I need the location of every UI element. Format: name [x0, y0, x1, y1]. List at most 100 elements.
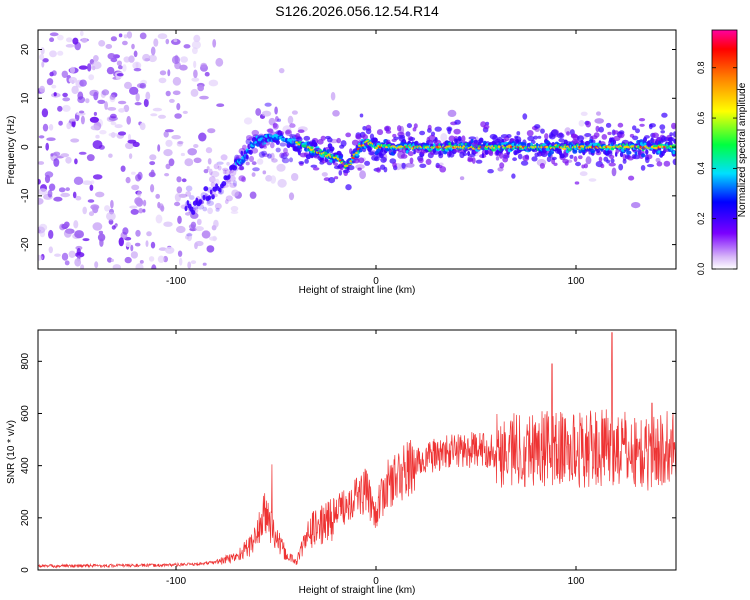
heatmap-ridge-cell	[606, 149, 613, 154]
heatmap-noise-blob	[99, 130, 107, 135]
heatmap-ridge-cell	[246, 135, 253, 141]
heatmap-noise-blob	[135, 198, 144, 207]
heatmap-noise-blob	[69, 118, 77, 122]
heatmap-noise-blob	[139, 82, 147, 89]
heatmap-ridge-cell	[537, 135, 542, 139]
heatmap-ridge-cell	[514, 142, 517, 147]
heatmap-noise-blob	[158, 77, 167, 84]
heatmap-noise-blob	[86, 154, 95, 162]
heatmap-noise-blob	[207, 207, 214, 215]
heatmap-ridge-cell	[334, 176, 339, 180]
heatmap-ridge-cell	[328, 177, 336, 184]
heatmap-noise-blob	[215, 57, 224, 67]
heatmap-noise-blob	[157, 144, 161, 152]
heatmap-noise-blob	[287, 115, 294, 125]
heatmap-noise-blob	[71, 120, 76, 128]
heatmap-ridge-cell	[645, 149, 649, 155]
heatmap-ridge-cell	[283, 147, 288, 154]
figure-title: S126.2026.056.12.54.R14	[275, 3, 439, 19]
heatmap-noise-blob	[65, 156, 72, 164]
heatmap-ridge-cell	[310, 146, 314, 150]
heatmap-noise-blob	[111, 225, 116, 230]
heatmap-ridge-cell	[551, 156, 557, 161]
heatmap-ridge-cell	[638, 118, 646, 122]
heatmap-ridge-cell	[376, 167, 381, 173]
heatmap-noise-blob	[163, 221, 173, 227]
heatmap-noise-blob	[65, 44, 75, 48]
heatmap-ridge-cell	[511, 173, 516, 179]
heatmap-noise-blob	[64, 260, 70, 266]
heatmap-noise-blob	[578, 120, 585, 127]
heatmap-noise-blob	[48, 229, 54, 239]
heatmap-noise-blob	[580, 111, 588, 117]
heatmap-noise-blob	[95, 191, 105, 198]
heatmap-noise-blob	[271, 158, 278, 163]
heatmap-noise-blob	[66, 37, 73, 43]
heatmap-ridge-cell	[245, 161, 250, 166]
heatmap-noise-blob	[206, 245, 215, 253]
heatmap-ridge-cell	[333, 162, 338, 166]
heatmap-noise-blob	[53, 151, 61, 156]
heatmap-noise-blob	[80, 30, 84, 37]
heatmap-noise-blob	[78, 110, 85, 114]
heatmap-noise-blob	[53, 196, 63, 202]
heatmap-noise-blob	[58, 120, 63, 126]
heatmap-noise-blob	[208, 79, 219, 87]
heatmap-ridge-cell	[617, 122, 624, 128]
heatmap-noise-blob	[588, 178, 597, 182]
heatmap-ridge-cell	[569, 154, 574, 159]
heatmap-noise-blob	[143, 98, 149, 108]
heatmap-ridge-cell	[239, 166, 245, 171]
heatmap-noise-blob	[122, 227, 129, 235]
heatmap-noise-blob	[631, 202, 641, 209]
heatmap-noise-blob	[110, 113, 117, 119]
heatmap-ridge-cell	[202, 194, 206, 201]
x-tick-label: -100	[166, 276, 186, 287]
heatmap-ridge-cell	[506, 134, 512, 138]
heatmap-noise-blob	[66, 122, 72, 130]
heatmap-noise-blob	[39, 85, 45, 93]
heatmap-ridge-cell	[544, 133, 549, 140]
heatmap-ridge-cell	[222, 167, 229, 172]
heatmap-noise-blob	[127, 139, 137, 144]
heatmap-noise-blob	[105, 44, 113, 49]
heatmap-noise-blob	[118, 237, 125, 247]
heatmap-ridge-cell	[405, 131, 411, 137]
heatmap-ridge-cell	[475, 159, 483, 164]
heatmap-noise-blob	[212, 39, 217, 48]
heatmap-noise-blob	[133, 68, 142, 72]
heatmap-noise-blob	[495, 156, 500, 161]
heatmap-noise-blob	[153, 38, 159, 47]
heatmap-noise-blob	[440, 133, 448, 142]
heatmap-noise-blob	[139, 122, 146, 131]
heatmap-ridge-cell	[419, 130, 426, 136]
heatmap-ridge-cell	[534, 124, 541, 129]
heatmap-noise-blob	[182, 110, 188, 114]
heatmap-noise-blob	[594, 118, 604, 124]
heatmap-noise-blob	[42, 123, 49, 132]
heatmap-noise-blob	[194, 242, 198, 250]
heatmap-noise-blob	[176, 225, 186, 234]
heatmap-ridge-cell	[526, 130, 534, 137]
heatmap-ridge-cell	[185, 191, 192, 197]
heatmap-ridge-cell	[633, 154, 641, 160]
heatmap-ridge-cell	[520, 160, 529, 166]
heatmap-noise-blob	[172, 76, 182, 86]
heatmap-ridge-cell	[457, 136, 462, 142]
heatmap-noise-blob	[88, 74, 95, 81]
heatmap-noise-blob	[98, 145, 105, 150]
heatmap-noise-blob	[197, 84, 204, 92]
heatmap-noise-blob	[94, 261, 99, 269]
spectrogram-frame	[37, 29, 677, 270]
heatmap-noise-blob	[104, 205, 111, 212]
heatmap-ridge-cell	[522, 113, 528, 120]
heatmap-ridge-cell	[583, 163, 589, 169]
heatmap-noise-blob	[655, 157, 661, 163]
heatmap-ridge-cell	[229, 182, 237, 188]
heatmap-noise-blob	[107, 107, 117, 111]
heatmap-ridge-cell	[275, 116, 279, 122]
heatmap-noise-blob	[332, 110, 340, 117]
heatmap-noise-blob	[38, 178, 41, 185]
heatmap-noise-blob	[110, 199, 114, 209]
heatmap-ridge-cell	[590, 149, 596, 154]
